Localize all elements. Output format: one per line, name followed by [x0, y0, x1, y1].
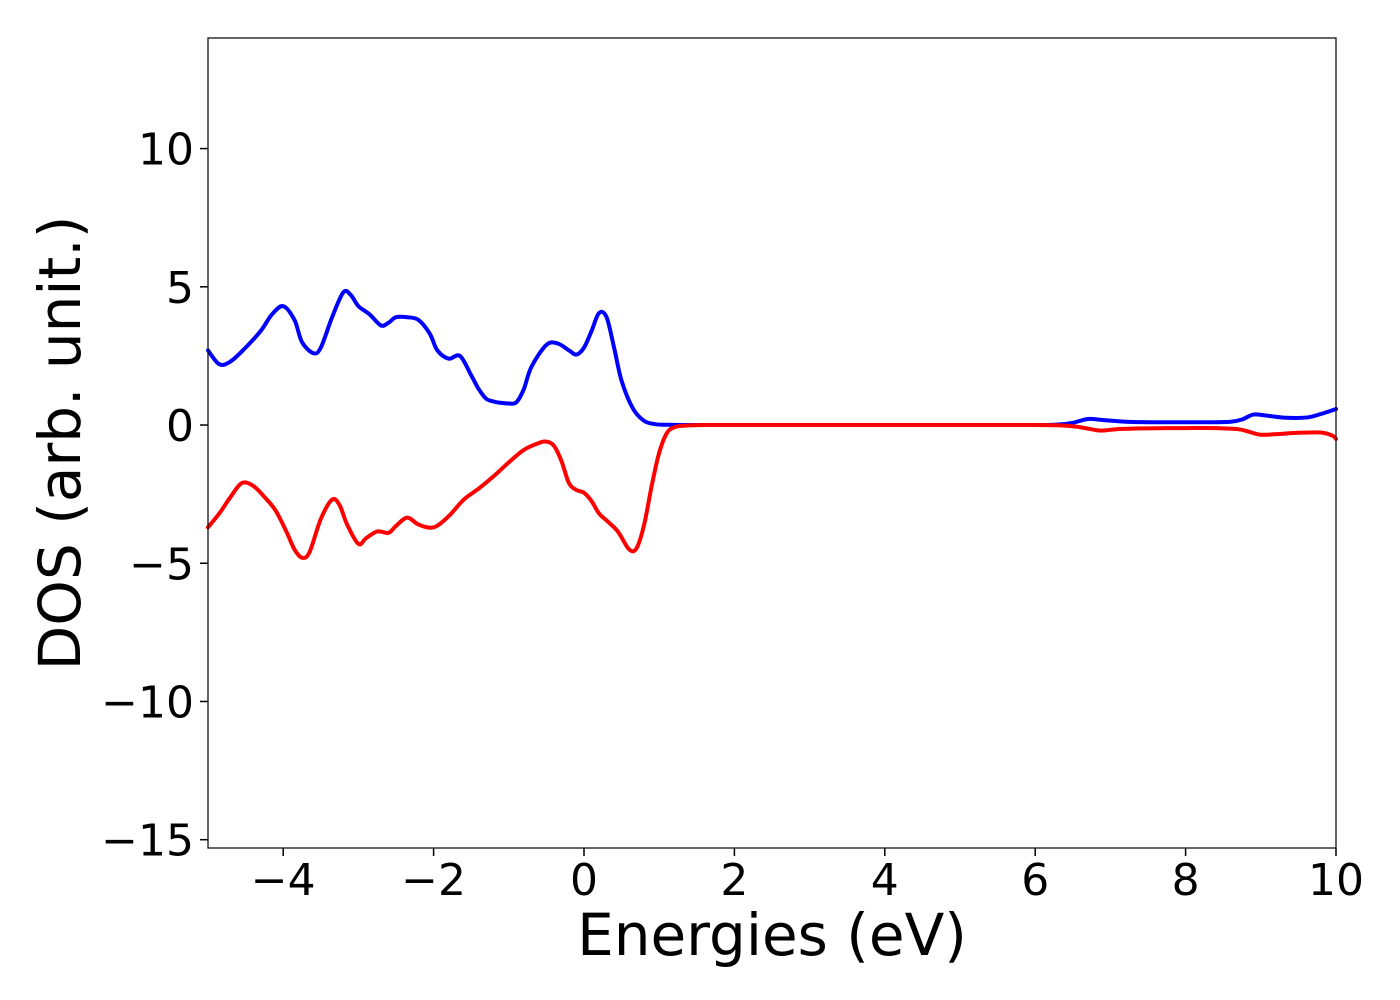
- x-tick-label: 0: [570, 855, 598, 906]
- x-tick-label: 2: [720, 855, 748, 906]
- x-tick-label: 6: [1021, 855, 1049, 906]
- series-layer: [206, 288, 1338, 560]
- x-tick-label: −2: [401, 855, 466, 906]
- x-tick-label: 4: [871, 855, 899, 906]
- x-axis-ticks: −4 −2 0 2 4 6 8 10: [251, 848, 1364, 906]
- y-tick-label: −10: [101, 677, 194, 728]
- x-tick-label: 10: [1308, 855, 1364, 906]
- x-tick-label: 8: [1172, 855, 1200, 906]
- x-axis-title: Energies (eV): [577, 901, 967, 969]
- y-axis-title: DOS (arb. unit.): [26, 216, 94, 671]
- x-tick-label: −4: [251, 855, 316, 906]
- y-tick-label: 0: [166, 401, 194, 452]
- series-line-1: [206, 288, 1338, 428]
- plot-frame: [207, 37, 1337, 849]
- y-tick-label: 10: [138, 125, 194, 176]
- y-axis-ticks: −15 −10 −5 0 5 10: [101, 125, 208, 867]
- series-line-2: [206, 422, 1338, 560]
- y-tick-label: −15: [101, 816, 194, 867]
- y-tick-label: 5: [166, 263, 194, 314]
- y-tick-label: −5: [129, 539, 194, 590]
